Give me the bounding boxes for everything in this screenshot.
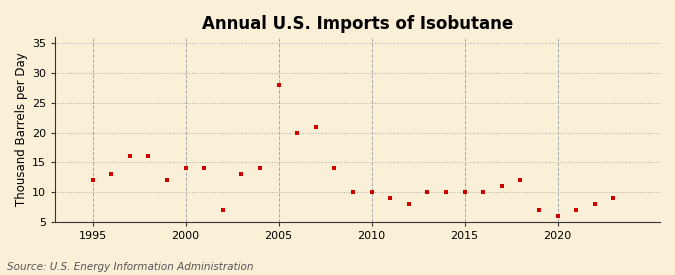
Point [87,178,98,182]
Point [367,190,377,194]
Point [143,154,154,158]
Point [236,172,247,176]
Point [608,196,619,200]
Point [515,178,526,182]
Point [496,184,507,188]
Point [106,172,117,176]
Point [292,130,302,135]
Text: Source: U.S. Energy Information Administration: Source: U.S. Energy Information Administ… [7,262,253,272]
Point [180,166,191,170]
Point [254,166,265,170]
Point [385,196,396,200]
Y-axis label: Thousand Barrels per Day: Thousand Barrels per Day [15,53,28,207]
Point [441,190,452,194]
Point [589,202,600,206]
Point [329,166,340,170]
Point [273,83,284,87]
Point [552,214,563,218]
Point [459,190,470,194]
Point [422,190,433,194]
Point [404,202,414,206]
Point [478,190,489,194]
Point [571,208,582,212]
Point [534,208,545,212]
Title: Annual U.S. Imports of Isobutane: Annual U.S. Imports of Isobutane [202,15,513,33]
Point [217,208,228,212]
Point [124,154,135,158]
Point [161,178,172,182]
Point [198,166,209,170]
Point [348,190,358,194]
Point [310,124,321,129]
